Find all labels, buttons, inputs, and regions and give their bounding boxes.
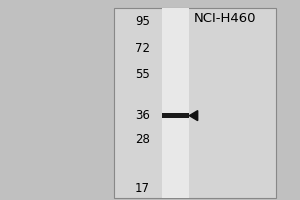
Text: 55: 55 xyxy=(135,68,150,81)
Text: NCI-H460: NCI-H460 xyxy=(194,12,256,25)
Text: 17: 17 xyxy=(135,182,150,194)
Text: 36: 36 xyxy=(135,109,150,122)
Bar xyxy=(162,113,189,118)
Bar xyxy=(162,8,189,198)
Polygon shape xyxy=(189,111,198,121)
Bar xyxy=(114,8,276,198)
Text: 72: 72 xyxy=(135,42,150,55)
Text: 28: 28 xyxy=(135,133,150,146)
Text: 95: 95 xyxy=(135,15,150,28)
